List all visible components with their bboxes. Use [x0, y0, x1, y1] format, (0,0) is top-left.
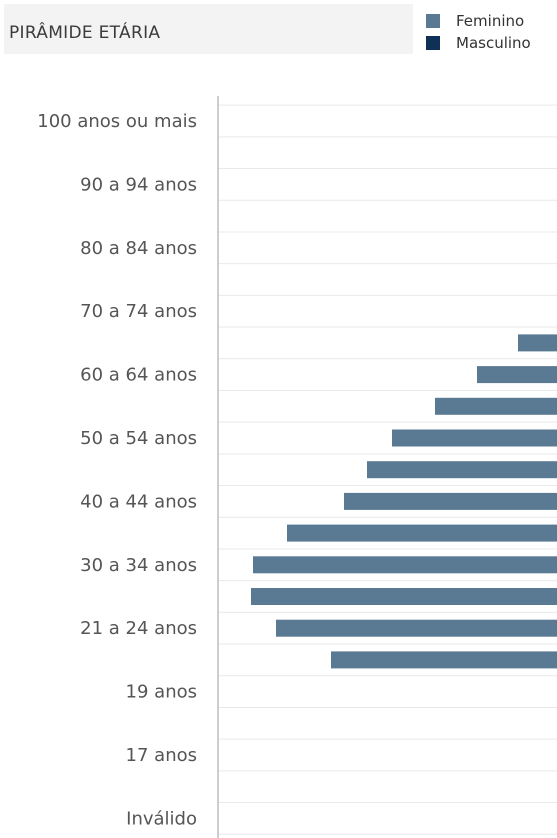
bar-feminino[interactable] — [344, 492, 557, 510]
legend-label-feminino: Feminino — [456, 12, 525, 30]
chart-title-box: PIRÂMIDE ETÁRIA — [4, 4, 413, 54]
y-tick-label: 30 a 34 anos — [80, 555, 197, 576]
y-tick-label: Inválido — [126, 808, 197, 829]
y-tick-label: 50 a 54 anos — [80, 428, 197, 449]
bar-feminino[interactable] — [287, 524, 557, 542]
y-tick-label: 80 a 84 anos — [80, 238, 197, 259]
y-tick-label: 70 a 74 anos — [80, 301, 197, 322]
legend-item-masculino[interactable]: Masculino — [426, 32, 531, 54]
bar-feminino[interactable] — [367, 461, 557, 479]
y-tick-label: 100 anos ou mais — [37, 111, 197, 132]
chart-title: PIRÂMIDE ETÁRIA — [9, 23, 161, 43]
bar-feminino[interactable] — [477, 366, 557, 384]
bar-feminino[interactable] — [251, 588, 557, 605]
legend-item-feminino[interactable]: Feminino — [426, 10, 531, 32]
bar-feminino[interactable] — [518, 334, 557, 352]
y-tick-label: 19 anos — [126, 682, 197, 703]
legend-label-masculino: Masculino — [456, 34, 531, 52]
legend-swatch-feminino — [426, 14, 440, 28]
legend: Feminino Masculino — [426, 10, 531, 54]
y-tick-label: 17 anos — [126, 745, 197, 766]
y-tick-label: 60 a 64 anos — [80, 365, 197, 386]
y-tick-label: 40 a 44 anos — [80, 491, 197, 512]
bar-feminino[interactable] — [253, 556, 557, 574]
bar-feminino[interactable] — [392, 429, 557, 447]
legend-swatch-masculino — [426, 36, 440, 50]
y-tick-label: 21 a 24 anos — [80, 618, 197, 639]
bar-feminino[interactable] — [276, 619, 557, 637]
y-tick-label: 90 a 94 anos — [80, 174, 197, 195]
bar-feminino[interactable] — [331, 651, 557, 669]
bar-feminino[interactable] — [435, 397, 557, 415]
